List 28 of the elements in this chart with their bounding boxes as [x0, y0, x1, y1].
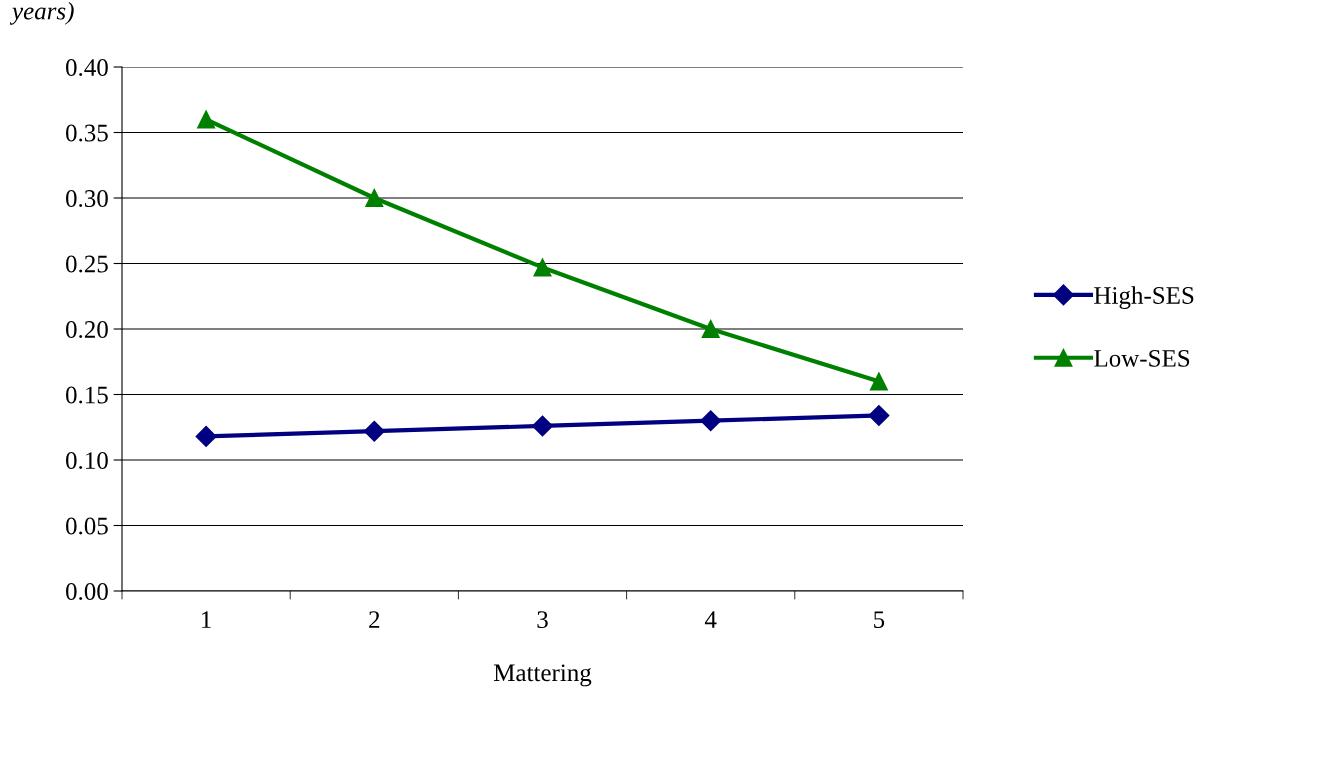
point: [701, 319, 720, 339]
point: [531, 415, 554, 437]
x-tick-label: 1: [202, 611, 211, 628]
y-tick-label: 0.30: [66, 190, 108, 208]
point: [365, 188, 384, 208]
legend-label: High-SES: [1094, 286, 1194, 310]
x-tick-label: 3: [537, 611, 548, 629]
point: [868, 404, 890, 426]
y-tick-label: 0.15: [66, 386, 108, 404]
x-axis-title: Mattering: [493, 664, 592, 687]
y-tick-label: 0.25: [66, 255, 108, 273]
y-tick-label: 0.20: [66, 321, 108, 339]
y-tick-label: 0.10: [66, 452, 108, 470]
y-tick-label: 0.05: [66, 517, 108, 535]
x-tick-label: 5: [874, 611, 885, 629]
y-tick-label: 0.00: [66, 583, 108, 601]
x-tick-label: 2: [369, 611, 380, 628]
y-tick-label: 0.35: [66, 124, 108, 142]
point: [869, 372, 888, 391]
text: years): [9, 2, 74, 25]
point: [533, 258, 552, 277]
point: [197, 110, 216, 129]
legend-label: Low-SES: [1094, 349, 1190, 367]
point: [700, 410, 722, 432]
point: [195, 425, 217, 447]
x-tick-label: 4: [704, 611, 717, 628]
point: [363, 420, 385, 442]
y-tick-label: 0.40: [66, 59, 108, 77]
